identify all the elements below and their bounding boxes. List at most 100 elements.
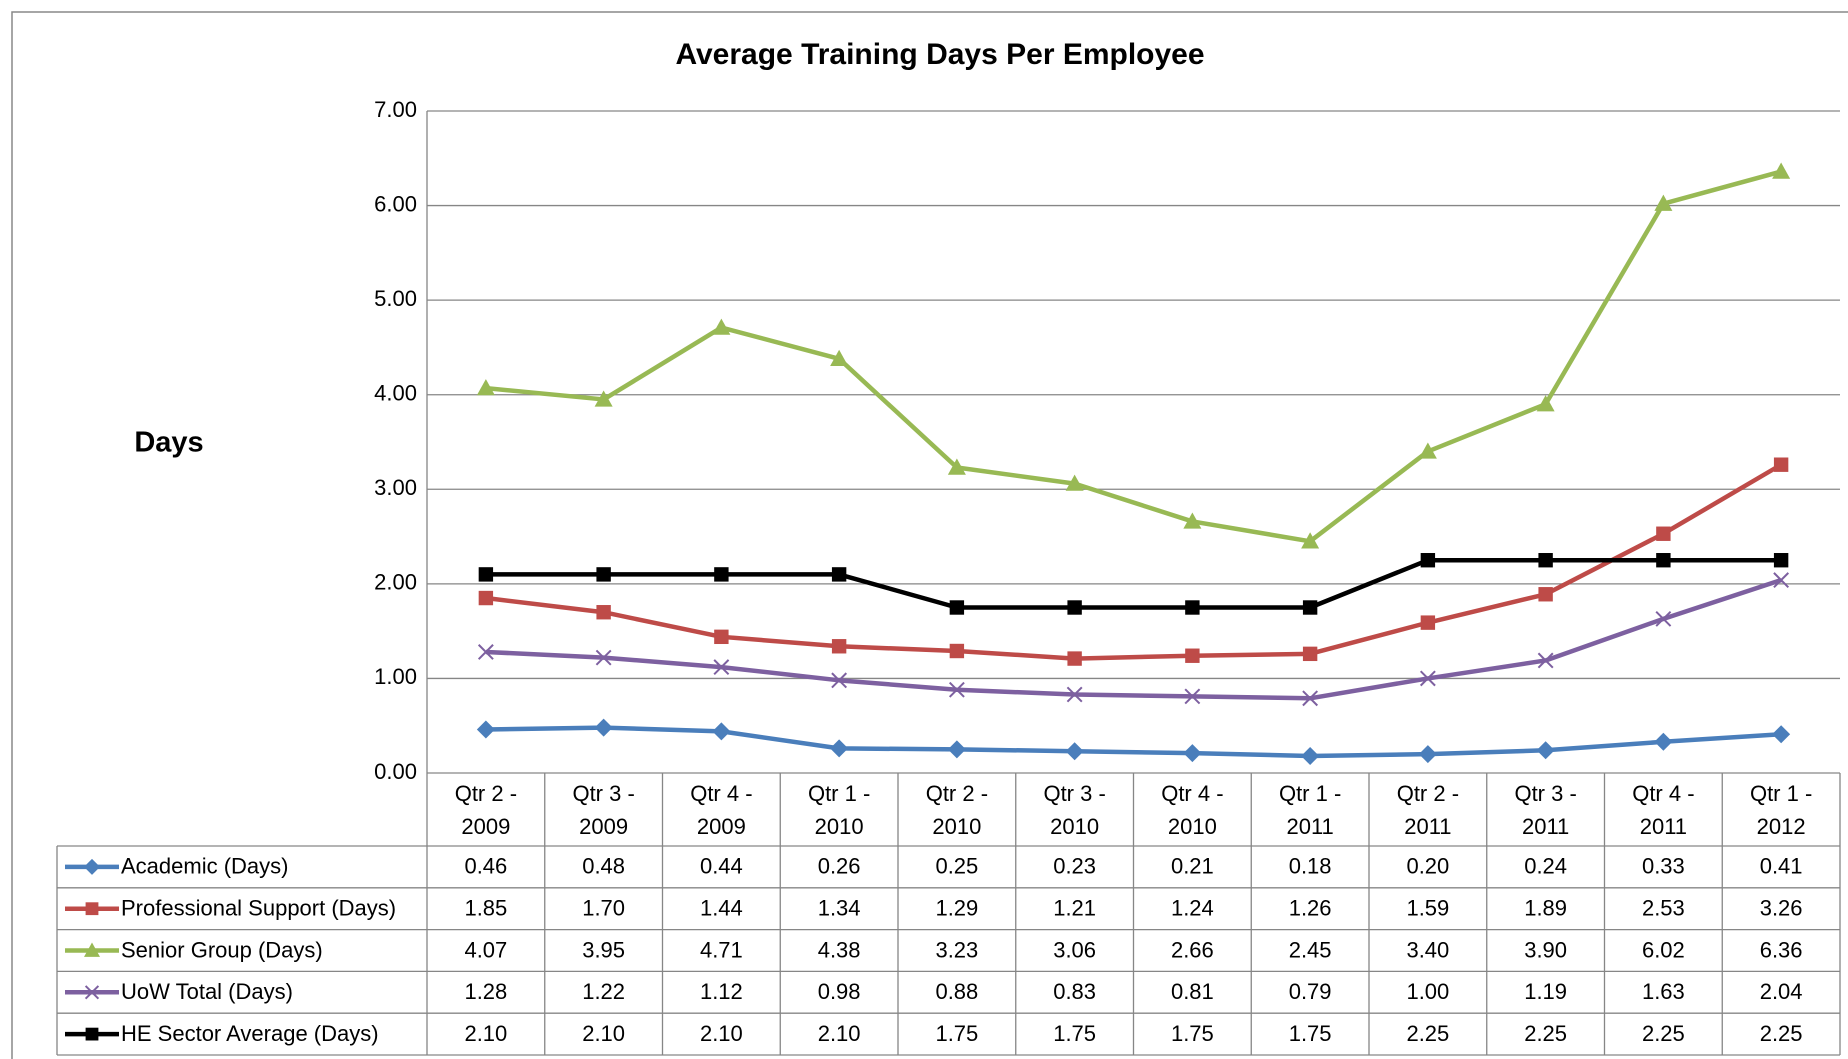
- legend-marker: [84, 985, 100, 1000]
- data-point: [830, 739, 849, 758]
- data-point: [1185, 648, 1200, 663]
- table-value: 2.25: [1406, 1021, 1449, 1046]
- legend-marker: [85, 902, 99, 916]
- table-value: 1.26: [1289, 896, 1332, 921]
- data-point: [1183, 512, 1202, 529]
- data-point: [948, 681, 965, 698]
- table-value: 1.75: [1289, 1021, 1332, 1046]
- table-value: 2.45: [1289, 937, 1332, 962]
- data-point: [830, 349, 849, 366]
- table-value: 2.10: [700, 1021, 743, 1046]
- table-value: 0.23: [1053, 854, 1096, 879]
- y-axis-label: Days: [134, 427, 203, 459]
- table-value: 3.90: [1524, 937, 1567, 962]
- x-tick-label: Qtr 3 - 2011: [1514, 781, 1577, 839]
- data-point: [1065, 474, 1084, 491]
- data-point: [1654, 732, 1673, 751]
- table-value: 6.36: [1760, 937, 1803, 962]
- y-tick-label: 0.00: [374, 759, 417, 784]
- legend-label: HE Sector Average (Days): [121, 1021, 379, 1046]
- table-value: 3.23: [935, 937, 978, 962]
- data-point: [714, 629, 729, 645]
- y-tick-label: 5.00: [374, 286, 417, 311]
- table-value: 3.06: [1053, 937, 1096, 962]
- data-point: [714, 567, 729, 582]
- data-point: [594, 390, 613, 407]
- table-value: 2.10: [818, 1021, 861, 1046]
- data-point: [1773, 553, 1789, 568]
- table-value: 0.21: [1171, 854, 1214, 879]
- chart-title: Average Training Days Per Employee: [675, 38, 1204, 71]
- x-tick-label: Qtr 2 - 2009: [454, 781, 518, 839]
- data-point: [476, 379, 495, 396]
- data-point: [1773, 572, 1790, 588]
- data-point: [595, 649, 612, 666]
- table-value: 0.48: [582, 854, 625, 879]
- data-point: [1185, 600, 1200, 615]
- table-value: 0.98: [818, 979, 861, 1004]
- table-value: 1.21: [1053, 896, 1096, 921]
- data-point: [1656, 526, 1671, 541]
- data-point: [1067, 651, 1082, 666]
- x-tick-label: Qtr 1 - 2010: [807, 781, 871, 839]
- table-value: 2.25: [1524, 1021, 1567, 1046]
- legend-marker: [85, 1027, 99, 1041]
- table-value: 6.02: [1642, 937, 1685, 962]
- chart-frame: [11, 11, 1848, 1059]
- data-point: [1420, 615, 1436, 630]
- x-tick-label: Qtr 3 - 2009: [572, 781, 635, 839]
- table-value: 1.89: [1524, 896, 1567, 921]
- data-point: [1066, 686, 1083, 703]
- data-point: [1536, 395, 1555, 412]
- data-point: [947, 458, 966, 475]
- table-value: 0.79: [1289, 979, 1332, 1004]
- table-value: 1.22: [582, 979, 625, 1004]
- table-value: 2.66: [1171, 937, 1214, 962]
- data-point: [1536, 741, 1555, 760]
- y-tick-label: 4.00: [374, 381, 417, 406]
- series-line: [485, 725, 1782, 759]
- table-value: 2.25: [1760, 1021, 1803, 1046]
- table-value: 0.81: [1171, 979, 1214, 1004]
- table-value: 4.07: [464, 937, 507, 962]
- series-line: [485, 462, 1783, 661]
- data-point: [1302, 646, 1318, 662]
- data-point: [1418, 442, 1437, 459]
- table-value: 1.85: [464, 896, 507, 921]
- table-value: 0.33: [1642, 854, 1685, 879]
- table-value: 3.95: [582, 937, 625, 962]
- data-point: [1184, 688, 1201, 705]
- table-value: 0.25: [935, 854, 978, 879]
- data-point: [713, 659, 730, 675]
- data-point: [1301, 746, 1320, 765]
- data-point: [1654, 194, 1673, 211]
- table-value: 0.46: [464, 854, 507, 879]
- data-point: [1420, 553, 1436, 568]
- x-tick-label: Qtr 4 - 2011: [1632, 781, 1695, 839]
- legend-label: Academic (Days): [121, 854, 288, 879]
- data-point: [478, 590, 494, 606]
- data-point: [949, 600, 965, 615]
- data-point: [478, 567, 494, 582]
- data-point: [947, 740, 966, 759]
- table-value: 0.41: [1760, 854, 1803, 879]
- table-value: 4.71: [700, 937, 743, 962]
- table-value: 1.29: [935, 896, 978, 921]
- y-tick-label: 6.00: [374, 191, 417, 216]
- table-value: 1.34: [818, 896, 861, 921]
- table-value: 0.18: [1289, 854, 1332, 879]
- table-value: 0.44: [700, 854, 743, 879]
- x-tick-label: Qtr 2 - 2011: [1396, 781, 1460, 839]
- legend-label: UoW Total (Days): [121, 979, 293, 1004]
- y-tick-label: 7.00: [374, 97, 417, 122]
- data-point: [1418, 745, 1437, 764]
- data-point: [1655, 610, 1672, 627]
- data-point: [1773, 457, 1789, 472]
- data-point: [594, 718, 613, 737]
- data-point: [949, 643, 965, 659]
- table-value: 1.24: [1171, 896, 1214, 921]
- legend-label: Professional Support (Days): [121, 896, 396, 921]
- data-point: [1301, 532, 1320, 549]
- table-value: 1.75: [1053, 1021, 1096, 1046]
- table-value: 1.44: [700, 896, 743, 921]
